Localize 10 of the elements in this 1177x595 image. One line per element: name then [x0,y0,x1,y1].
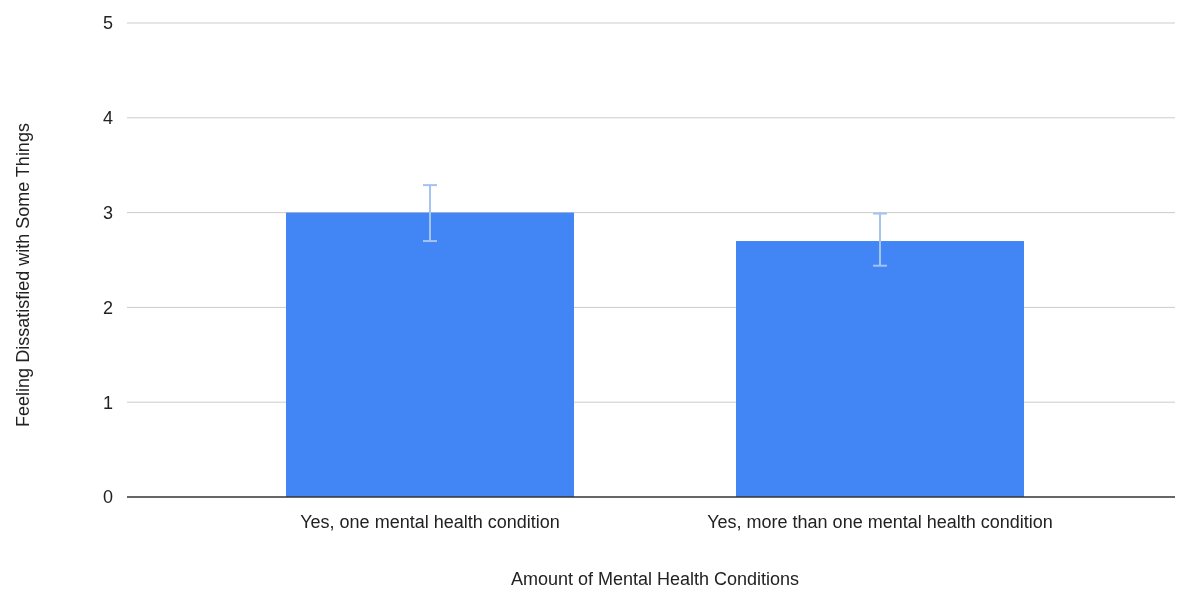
y-tick-label: 1 [102,392,113,413]
x-tick-label: Yes, more than one mental health condition [707,512,1053,532]
y-tick-label: 2 [102,297,113,318]
y-tick-label: 5 [102,13,113,34]
y-tick-label: 0 [102,487,113,508]
x-axis-title: Amount of Mental Health Conditions [510,569,800,589]
y-tick-label: 4 [102,108,113,129]
x-tick-label: Yes, one mental health condition [300,512,560,532]
y-tick-label: 3 [102,202,113,223]
y-axis-title: Feeling Dissatisfied with Some Things [13,123,33,427]
